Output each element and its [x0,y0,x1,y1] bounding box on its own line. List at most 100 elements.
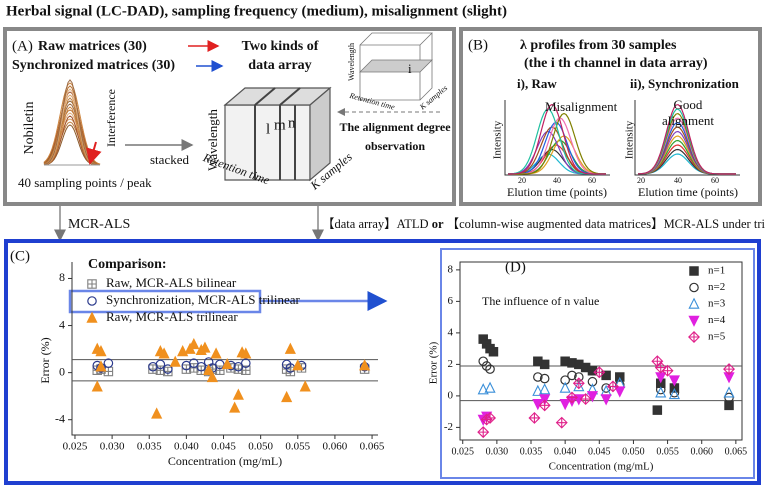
legend-label: Raw, MCR-ALS bilinear [106,275,237,290]
point [203,363,215,376]
x-tick-label: 0.050 [622,446,645,457]
point [484,381,496,393]
x-tick-label: 0.065 [725,446,748,457]
legend-label: Raw, MCR-ALS trilinear [106,309,238,324]
legend-marker [688,331,700,343]
panel-subtitle: (the i th channel in data array) [524,56,708,71]
peaks-illustration [43,79,101,166]
axis-label: Elution time (points) [507,185,607,199]
panel-label: (C) [10,248,30,264]
x-tick-label: 0.060 [323,441,348,453]
panel-title: λ profiles from 30 samples [520,38,677,53]
axis-label: Wavelength [205,109,220,171]
y-tick-label: 0 [59,364,65,378]
point [539,373,550,384]
y-tick-label: 0 [448,389,454,401]
point [601,383,611,393]
compound-label: Nobiletin [22,102,37,155]
profile-curve [508,112,607,175]
point [528,411,541,424]
point [215,365,225,376]
annotation: Good [674,97,703,112]
panel-label: (D) [505,259,526,275]
point [221,357,233,370]
point [533,372,543,382]
point [196,361,207,372]
dim-label: l [266,121,270,137]
annotation: alignment [662,113,714,128]
point [566,391,578,404]
raw-label: Raw matrices (30) [38,39,147,54]
panel-a-frame [3,27,456,206]
point [359,359,371,371]
point [723,386,735,398]
x-tick-label: 0.025 [63,441,88,453]
point [539,359,550,370]
point [567,370,577,381]
y-axis-label: Error (%) [428,341,440,384]
tick-label: 20 [637,176,645,185]
method-label: MCR-ALS [68,217,130,232]
sync-label: ii), Synchronization [630,76,740,91]
point [199,341,211,353]
x-tick-label: 0.065 [360,441,385,453]
y-tick-label: 6 [448,295,454,307]
point [240,358,251,369]
chart-title: The influence of n value [482,294,599,308]
y-tick-label: 4 [59,317,65,331]
array-title: data array [248,58,311,73]
x-tick-label: 0.040 [174,441,199,453]
observation-label: The alignment degree [339,120,451,134]
x-tick-label: 0.025 [451,446,474,457]
point [668,375,680,387]
tick-label: 60 [588,176,596,185]
profile-curve [508,126,606,175]
point [299,380,311,392]
point [281,390,293,403]
method-label: 【data array】ATLD or 【column-wise augment… [322,217,765,231]
point [654,361,667,374]
point [485,364,495,374]
y-tick-label: -4 [55,411,65,425]
array-title: Two kinds of [242,39,319,54]
point [206,370,218,383]
legend-marker [688,297,700,309]
dim-label: i [408,61,412,76]
point [163,364,173,374]
panel-label: (B) [468,37,488,53]
panel-cd-frame [4,239,761,485]
x-axis-label: Concentration (mg/mL) [549,461,654,473]
chart-title: Comparison: [88,257,167,272]
legend-label: n=2 [708,281,725,293]
x-tick-label: 0.050 [248,441,273,453]
profile-curve [637,103,736,175]
point [559,399,571,411]
legend-label: n=1 [708,265,725,277]
point [532,384,544,396]
x-tick-label: 0.060 [690,446,713,457]
legend-marker [689,282,699,293]
legend-label: Synchronization, MCR-ALS trilinear [106,292,301,307]
legend-label: n=5 [708,331,726,343]
tick-label: 40 [553,176,561,185]
y-tick-label: 2 [448,358,454,370]
method-part: or [432,217,444,231]
point [661,364,674,377]
legend-label: n=3 [708,298,726,310]
dim-label: n [288,115,296,131]
axis-label: Retention time [348,91,397,112]
interference-label: Interference [104,89,118,147]
annotation: Misalignment [545,99,618,114]
point [158,347,170,359]
axis-label: Wavelength [347,43,356,81]
sync-label: Synchronized matrices (30) [12,58,175,73]
axis-label: Elution time (points) [638,185,738,199]
point [655,386,667,398]
point [155,359,166,370]
x-tick-label: 0.055 [285,441,310,453]
point [555,416,568,429]
method-part: 【data array】ATLD [322,217,429,231]
point [210,347,222,359]
small-cube [359,32,433,101]
point [95,360,107,372]
